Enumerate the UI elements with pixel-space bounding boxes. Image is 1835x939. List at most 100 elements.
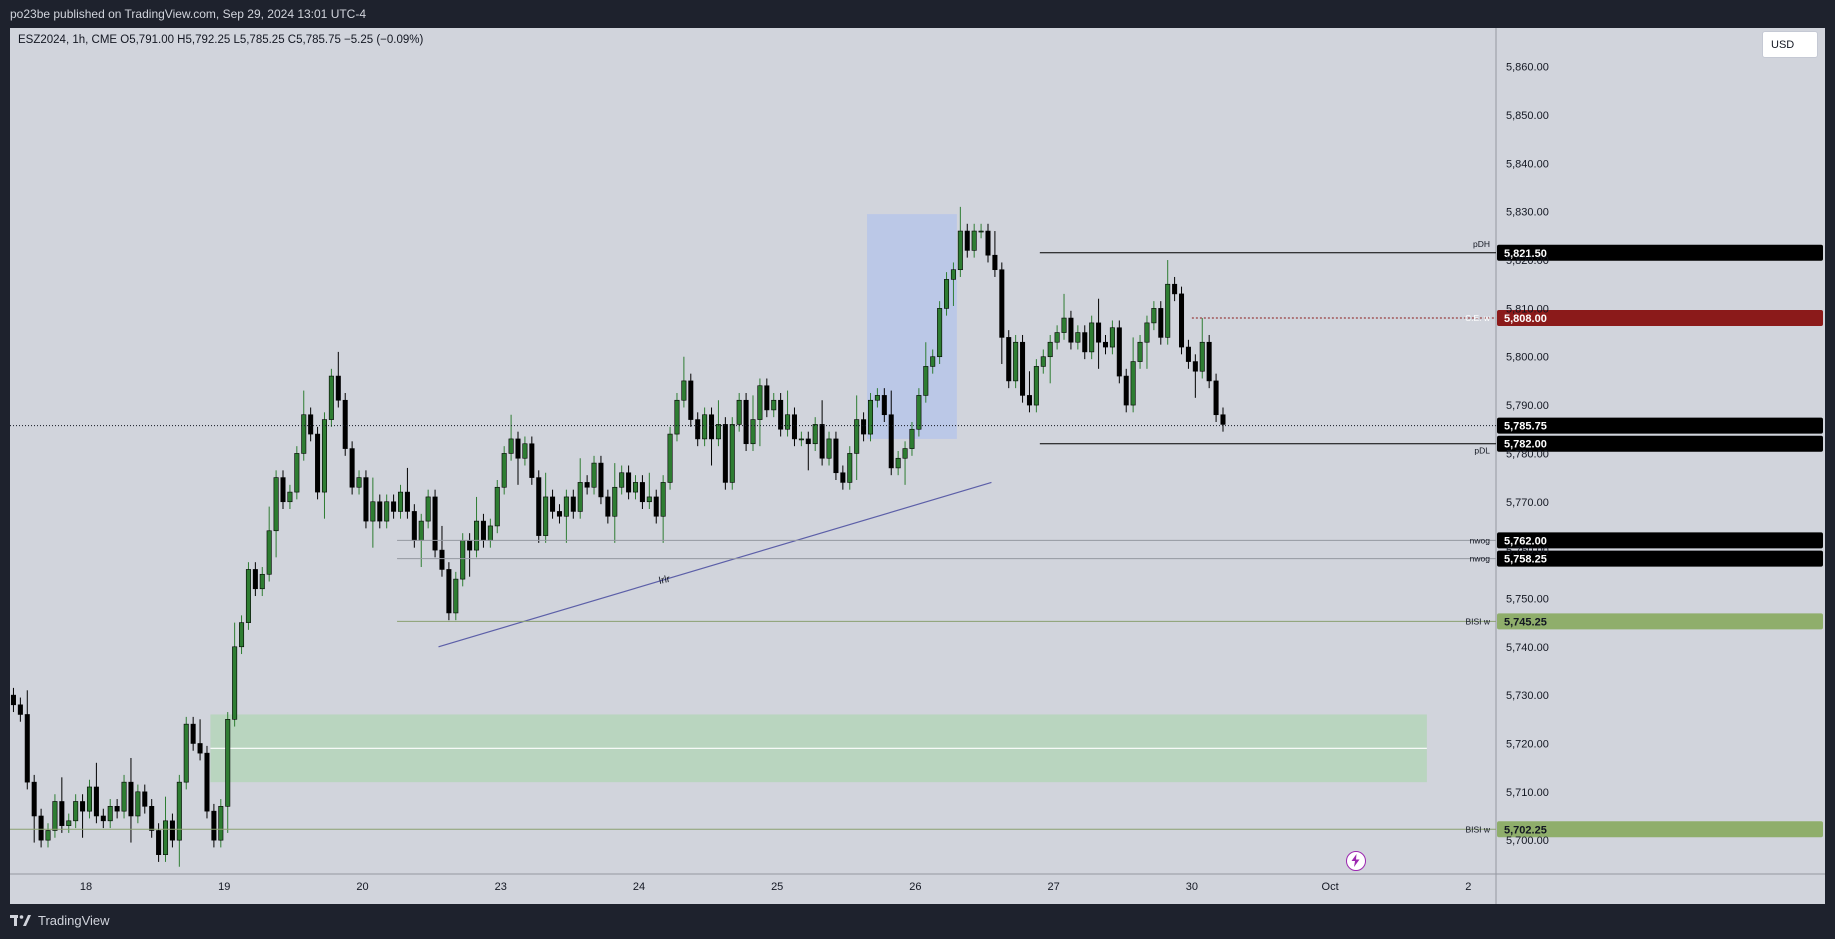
candle-body [162,820,169,855]
candle-body [114,806,120,812]
price-tag-text-3: 5,782.00 [1504,439,1547,451]
candle-body [881,395,887,416]
candle-body [439,549,445,570]
y-tick-label: 5,720.00 [1506,738,1549,750]
candle-body [826,438,832,459]
candle-body [985,230,991,256]
candle-body [1206,341,1212,382]
price-tag-text-0: 5,821.50 [1504,248,1547,260]
price-tag-0 [1497,244,1823,261]
candle-body [453,578,459,614]
candle-body [1006,337,1012,382]
candle-body [411,511,417,541]
price-tag-2 [1497,417,1823,434]
y-tick-label: 5,860.00 [1506,62,1549,74]
candle-body [1026,395,1032,406]
candle-body [1033,366,1039,406]
candle-body [349,448,355,488]
candle-body [667,433,673,483]
level-label-0: pDH [1473,239,1490,249]
candle-body [791,414,797,440]
candle-body [992,254,998,271]
x-tick-label: 26 [909,881,921,893]
tradingview-brand[interactable]: TradingView [10,913,110,928]
x-tick-label: 25 [771,881,783,893]
publish-text: po23be published on TradingView.com, Sep… [10,7,367,21]
candle-body [543,496,549,536]
candle-body [1137,341,1143,362]
candle-body [1123,375,1129,406]
candle-body [45,830,51,841]
lightning-icon[interactable] [1346,851,1366,871]
candle-body [964,230,970,251]
level-label-1: C.E. w [1465,313,1491,323]
candle-body [522,443,528,459]
candle-body [93,786,99,817]
candle-body [1082,332,1088,353]
candle-body [715,424,721,440]
candle-body [819,424,825,459]
footer-bar: TradingView [0,904,1835,939]
candle-body [632,482,639,493]
candle-body [957,230,963,271]
candle-body [778,399,784,430]
candle-body [1116,327,1122,377]
candle-body [142,791,148,807]
candle-body [1192,361,1198,372]
candle-body [31,781,37,817]
candle-body [550,496,556,512]
candle-body [736,399,742,425]
candle-body [529,443,535,478]
candle-body [598,462,604,498]
y-tick-label: 5,730.00 [1506,690,1549,702]
candle-body [944,279,950,309]
candle-body [446,569,452,614]
candle-body [391,501,397,512]
x-tick-label: 18 [80,881,92,893]
price-tag-text-6: 5,745.25 [1504,616,1547,628]
candle-body [895,457,901,469]
candle-body [287,491,293,503]
candle-body [384,501,390,522]
candle-body [805,438,811,445]
candle-body [1020,341,1026,396]
chart-area[interactable]: lrlr pDH 5,821.50 C.E. w 5,808.00 5,785.75 pDL… [10,28,1825,904]
candle-body [729,424,735,483]
candle-body [1220,414,1226,425]
candle-body [702,414,708,440]
candle-body [619,472,625,488]
candle-body [971,230,977,251]
candle-body [17,704,23,715]
candle-body [397,491,404,512]
candle-body [978,230,984,233]
candle-body [80,801,86,812]
candle-body [59,801,65,826]
publish-bar: po23be published on TradingView.com, Sep… [0,0,1835,28]
candle-body [1109,327,1115,348]
blue-box-zone [867,214,957,439]
candle-body [1054,332,1060,343]
candle-body [798,438,804,441]
candle-body [501,453,507,488]
candle-body [474,520,480,551]
y-tick-label: 5,840.00 [1506,158,1549,170]
candle-body [1130,361,1136,406]
candle-body [24,714,30,783]
candle-body [536,477,542,536]
candle-body [1165,283,1171,338]
candle-body [681,380,687,401]
candle-body [639,482,645,503]
level-label-4: nwog [1470,535,1491,545]
candle-body [902,448,908,459]
currency-button[interactable]: USD [1762,31,1818,58]
candle-body [425,496,431,522]
candle-body [861,419,867,435]
x-tick-label: 2 [1465,881,1471,893]
price-chart[interactable]: lrlr pDH 5,821.50 C.E. w 5,808.00 5,785.75 pDL… [10,28,1825,904]
x-tick-label: 30 [1186,881,1198,893]
candle-body [301,414,307,454]
x-tick-label: 23 [495,881,507,893]
candle-body [1144,322,1150,343]
level-label-6: BISI w [1465,616,1490,626]
candle-body [225,719,231,807]
